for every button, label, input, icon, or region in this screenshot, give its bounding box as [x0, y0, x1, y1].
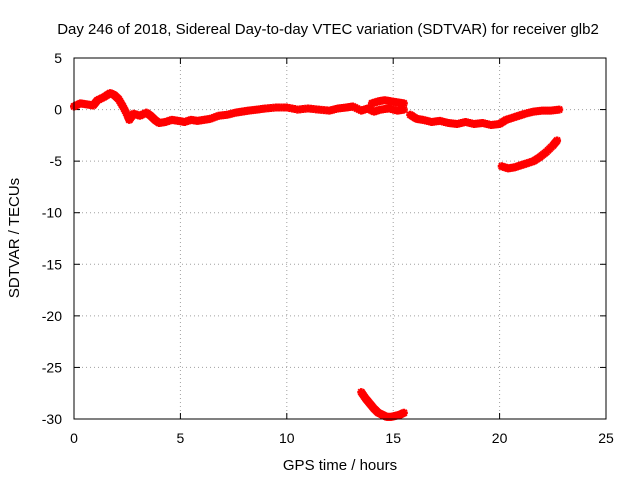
data-point: [555, 105, 563, 114]
y-tick-label: -15: [42, 256, 62, 272]
data-points: [70, 89, 564, 421]
y-tick-label: -20: [42, 308, 62, 324]
grid: [74, 58, 606, 419]
plot-frame: [73, 57, 607, 420]
y-tick-label: -5: [50, 153, 63, 169]
y-tick-label: -30: [42, 411, 62, 427]
data-point: [400, 99, 408, 108]
y-tick-label: -10: [42, 205, 62, 221]
series-evening-trace: [406, 105, 564, 130]
y-tick-label: 5: [54, 50, 62, 66]
x-tick-label: 20: [492, 430, 508, 446]
y-tick-label: -25: [42, 359, 62, 375]
chart-title: Day 246 of 2018, Sidereal Day-to-day VTE…: [57, 21, 599, 38]
y-axis-title: SDTVAR / TECUs: [6, 178, 23, 298]
x-tick-label: 5: [177, 430, 185, 446]
series-bump-trace: [367, 96, 408, 108]
x-tick-label: 25: [598, 430, 614, 446]
data-point: [553, 136, 561, 145]
x-tick-label: 15: [385, 430, 401, 446]
series-late-trace: [497, 136, 562, 173]
x-axis-title: GPS time / hours: [283, 457, 397, 474]
data-point: [400, 409, 408, 417]
x-tick-label: 10: [279, 430, 295, 446]
data-point: [400, 105, 408, 114]
y-tick-label: 0: [54, 102, 62, 118]
series-dip-trace: [357, 388, 408, 421]
series-main-trace: [70, 89, 408, 127]
x-tick-label: 0: [70, 430, 78, 446]
